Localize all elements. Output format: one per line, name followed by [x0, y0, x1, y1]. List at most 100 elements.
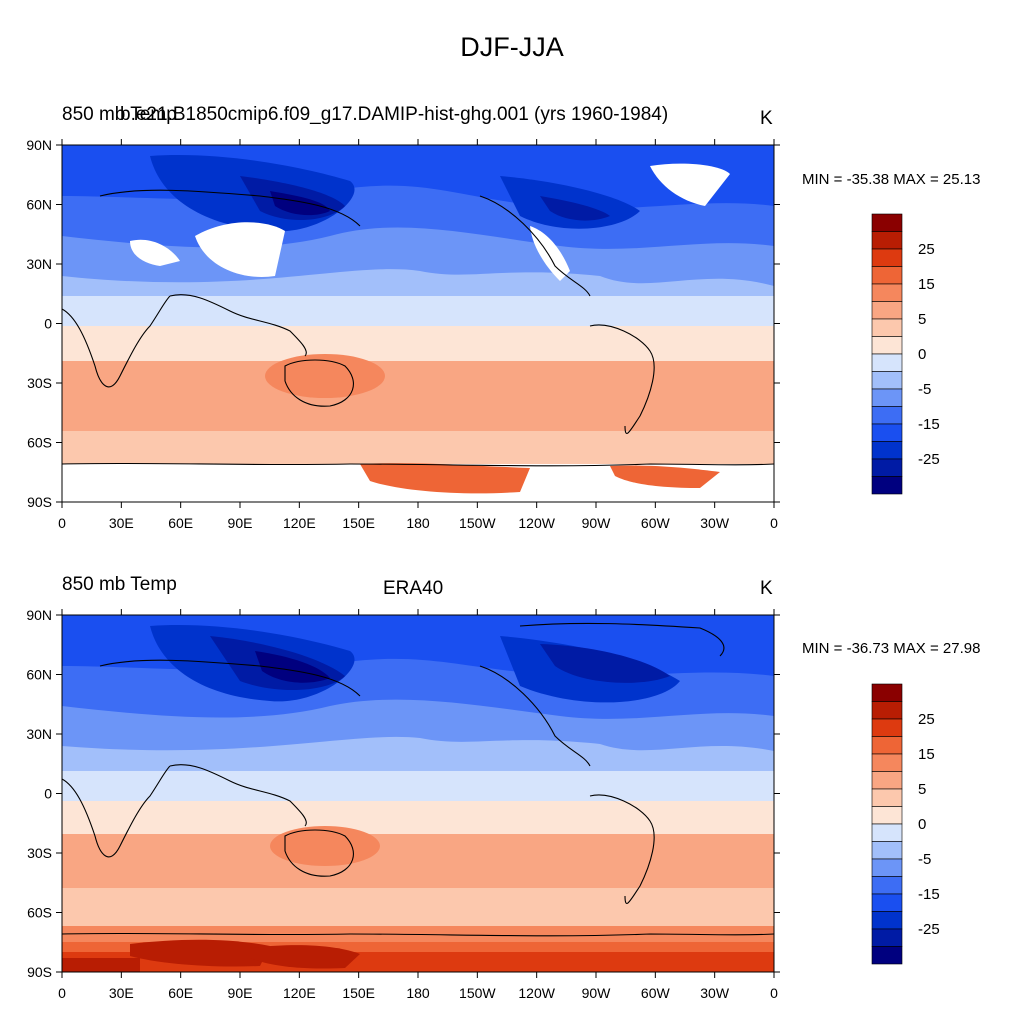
temperature-field [62, 615, 774, 972]
color-bar-swatch [871, 371, 903, 390]
lat-tick-label: 90N [26, 137, 52, 153]
lon-tick-label: 150E [342, 985, 375, 1001]
lon-tick-label: 150W [459, 515, 496, 531]
color-bar-swatch [871, 388, 903, 407]
lon-tick-label: 180 [406, 515, 430, 531]
color-bar-swatch [871, 301, 903, 320]
color-bar-swatch [871, 266, 903, 285]
lon-tick-label: 30E [109, 985, 134, 1001]
lon-tick-label: 60E [168, 515, 193, 531]
lon-tick-label: 60E [168, 985, 193, 1001]
color-bar-swatch [871, 423, 903, 442]
lon-tick-label: 120W [518, 985, 555, 1001]
panel-left-title: 850 mb Temp [62, 104, 177, 125]
lat-tick-label: 60S [27, 435, 52, 451]
lat-tick-label: 30S [27, 845, 52, 861]
lon-tick-label: 0 [58, 515, 66, 531]
lat-tick-label: 60N [26, 197, 52, 213]
color-bar-label: -5 [918, 851, 931, 868]
panel-units: K [760, 578, 773, 599]
lon-tick-label: 90E [228, 515, 253, 531]
map-canvas: 90N 60N 30N 0 30S 60S 90S 0 30E 60E 90E 120E 150E 180… [26, 607, 940, 1001]
lon-tick-label: 60W [641, 515, 671, 531]
color-bar-swatch [871, 788, 903, 807]
lon-tick-label: 90W [582, 985, 612, 1001]
color-bar-swatch [871, 876, 903, 895]
color-bar-swatch [871, 458, 903, 477]
lon-tick-label: 0 [58, 985, 66, 1001]
color-bar-label: 15 [918, 746, 935, 763]
lat-tick-label: 0 [44, 786, 52, 802]
color-bar-swatch [871, 441, 903, 460]
lon-tick-label: 60W [641, 985, 671, 1001]
color-bar-label: -25 [918, 451, 940, 468]
color-bar-swatch [871, 911, 903, 930]
panel-center-title: b.e21.B1850cmip6.f09_g17.DAMIP-hist-ghg.… [120, 104, 669, 125]
lon-tick-label: 30W [700, 985, 730, 1001]
color-bar-swatch [871, 336, 903, 355]
color-bar-label: 0 [918, 346, 926, 363]
color-bar-label: 5 [918, 311, 926, 328]
color-bar-swatch [871, 893, 903, 912]
color-bar: 25 15 5 0 -5 -15 -25 [871, 213, 940, 495]
lon-tick-label: 150E [342, 515, 375, 531]
color-bar-label: -5 [918, 381, 931, 398]
color-bar-label: 25 [918, 711, 935, 728]
color-bar-swatch [871, 248, 903, 267]
lon-tick-label: 30W [700, 515, 730, 531]
panel-units: K [760, 108, 773, 129]
lon-tick-label: 0 [770, 985, 778, 1001]
color-bar-label: 0 [918, 816, 926, 833]
color-bar-label: -15 [918, 886, 940, 903]
color-bar-swatch [871, 701, 903, 720]
lat-tick-label: 90S [27, 494, 52, 510]
color-bar-swatch [871, 353, 903, 372]
panel-center-title: ERA40 [383, 578, 444, 599]
lat-tick-label: 30N [26, 726, 52, 742]
lat-tick-label: 30N [26, 256, 52, 272]
lon-tick-label: 120E [283, 985, 316, 1001]
color-bar-swatch [871, 476, 903, 495]
lat-tick-label: 0 [44, 316, 52, 332]
lat-tick-label: 90S [27, 964, 52, 980]
color-bar-swatch [871, 683, 903, 702]
lon-tick-label: 90W [582, 515, 612, 531]
lat-tick-label: 60S [27, 905, 52, 921]
color-bar: 25 15 5 0 -5 -15 -25 [871, 683, 940, 965]
color-bar-swatch [871, 736, 903, 755]
lon-tick-label: 120E [283, 515, 316, 531]
color-bar-swatch [871, 753, 903, 772]
lon-tick-label: 150W [459, 985, 496, 1001]
color-bar-swatch [871, 841, 903, 860]
minmax-readout: MIN = -35.38 MAX = 25.13 [802, 171, 981, 188]
color-bar-swatch [871, 318, 903, 337]
minmax-readout: MIN = -36.73 MAX = 27.98 [802, 640, 981, 657]
color-bar-label: -25 [918, 921, 940, 938]
lon-tick-label: 180 [406, 985, 430, 1001]
temperature-field [62, 145, 774, 502]
lat-tick-label: 30S [27, 375, 52, 391]
lon-tick-label: 90E [228, 985, 253, 1001]
color-bar-swatch [871, 858, 903, 877]
color-bar-label: -15 [918, 416, 940, 433]
figure-title: DJF-JJA [460, 32, 564, 62]
color-bar-swatch [871, 283, 903, 302]
map-canvas: 90N 60N 30N 0 30S 60S 90S 0 30E 60E 90E 120E 150E 180… [26, 137, 940, 531]
lat-tick-label: 60N [26, 667, 52, 683]
lon-tick-label: 0 [770, 515, 778, 531]
lon-tick-label: 30E [109, 515, 134, 531]
color-bar-swatch [871, 771, 903, 790]
color-bar-label: 15 [918, 276, 935, 293]
color-bar-swatch [871, 806, 903, 825]
color-bar-swatch [871, 213, 903, 232]
color-bar-swatch [871, 231, 903, 250]
color-bar-swatch [871, 946, 903, 965]
color-bar-swatch [871, 718, 903, 737]
color-bar-swatch [871, 823, 903, 842]
color-bar-swatch [871, 928, 903, 947]
color-bar-label: 25 [918, 241, 935, 258]
color-bar-label: 5 [918, 781, 926, 798]
color-bar-swatch [871, 406, 903, 425]
panel-left-title: 850 mb Temp [62, 574, 177, 595]
lon-tick-label: 120W [518, 515, 555, 531]
